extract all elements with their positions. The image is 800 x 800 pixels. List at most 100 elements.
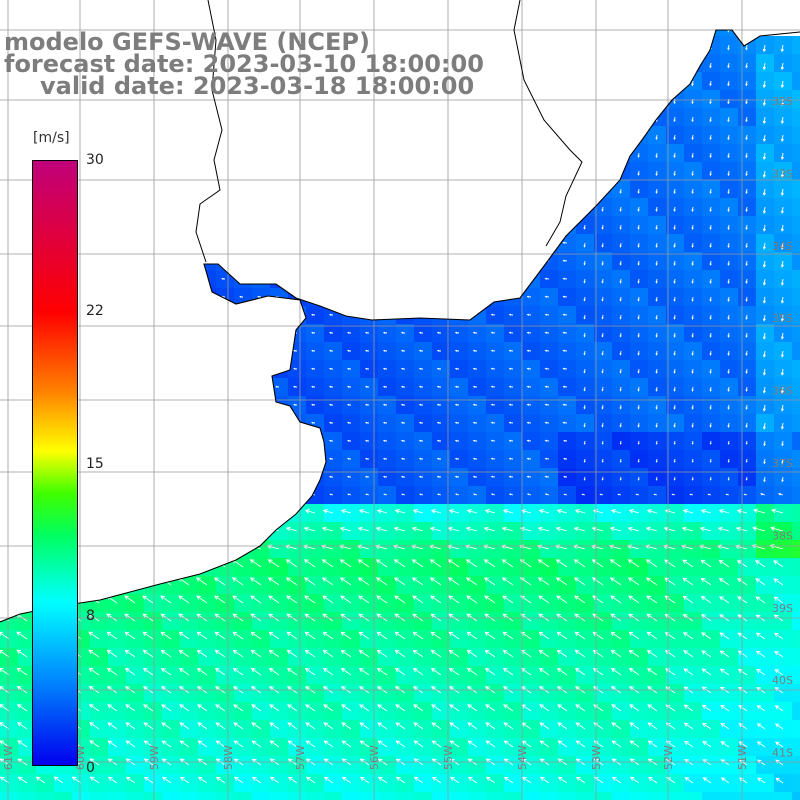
wind-arrow bbox=[762, 386, 766, 394]
wind-arrow bbox=[637, 440, 640, 445]
wind-arrow bbox=[395, 704, 406, 712]
wind-arrow bbox=[303, 559, 316, 568]
wind-arrow bbox=[544, 277, 550, 280]
wind-arrow bbox=[583, 386, 586, 392]
wind-arrow bbox=[762, 80, 766, 89]
wind-arrow bbox=[755, 596, 766, 604]
wind-arrow bbox=[771, 508, 784, 514]
wind-arrow bbox=[323, 740, 334, 748]
wind-arrow bbox=[581, 493, 586, 496]
wind-arrow bbox=[490, 331, 496, 334]
wind-arrow bbox=[745, 44, 748, 51]
wind-arrow bbox=[418, 439, 424, 442]
wind-arrow bbox=[745, 404, 748, 410]
wind-cell bbox=[792, 162, 800, 180]
wind-arrow bbox=[601, 386, 604, 392]
wind-arrow bbox=[700, 559, 712, 568]
wind-arrow bbox=[628, 595, 640, 604]
wind-arrow bbox=[358, 649, 370, 658]
wind-cell bbox=[378, 792, 396, 800]
wind-arrow bbox=[393, 526, 406, 532]
wind-arrow bbox=[619, 476, 622, 481]
wind-arrow bbox=[304, 631, 316, 640]
wind-arrow bbox=[755, 632, 766, 640]
wind-arrow bbox=[544, 493, 550, 496]
wind-cell bbox=[342, 792, 360, 800]
wind-cell bbox=[162, 792, 180, 800]
wind-arrow bbox=[215, 776, 226, 784]
colorbar-tick: 30 bbox=[86, 152, 104, 168]
wind-arrow bbox=[727, 458, 730, 463]
wind-arrow bbox=[544, 349, 550, 352]
wind-arrow bbox=[520, 631, 532, 640]
wind-arrow bbox=[673, 386, 676, 392]
wind-arrow bbox=[646, 577, 658, 586]
wind-arrow bbox=[285, 526, 298, 532]
wind-cell bbox=[792, 702, 800, 720]
wind-arrow bbox=[340, 631, 352, 640]
wind-arrow bbox=[628, 509, 640, 514]
wind-arrow bbox=[583, 314, 586, 320]
wind-cell bbox=[792, 72, 800, 90]
wind-arrow bbox=[431, 776, 442, 784]
wind-arrow bbox=[583, 350, 586, 356]
wind-arrow bbox=[780, 44, 784, 53]
wind-cell bbox=[792, 144, 800, 162]
wind-arrow bbox=[563, 439, 568, 442]
wind-arrow bbox=[727, 116, 730, 123]
wind-arrow bbox=[213, 577, 226, 586]
wind-arrow bbox=[681, 526, 694, 532]
wind-cell bbox=[234, 792, 252, 800]
wind-cell bbox=[702, 792, 720, 800]
wind-arrow bbox=[267, 577, 280, 586]
wind-arrow bbox=[436, 403, 442, 406]
wind-arrow bbox=[691, 134, 694, 141]
wind-arrow bbox=[0, 649, 10, 658]
latitude-label: 36S bbox=[772, 385, 793, 398]
wind-arrow bbox=[544, 475, 550, 478]
wind-arrow bbox=[341, 722, 352, 730]
wind-arrow bbox=[322, 595, 334, 604]
wind-arrow bbox=[467, 776, 478, 784]
wind-arrow bbox=[429, 577, 442, 586]
wind-arrow bbox=[412, 595, 424, 604]
wind-arrow bbox=[780, 314, 784, 322]
wind-arrow bbox=[340, 509, 352, 514]
wind-arrow bbox=[268, 631, 280, 640]
wind-arrow bbox=[556, 667, 568, 676]
wind-arrow bbox=[377, 722, 388, 730]
wind-arrow bbox=[71, 776, 82, 784]
wind-arrow bbox=[701, 650, 712, 658]
wind-arrow bbox=[781, 458, 784, 465]
wind-cell bbox=[360, 792, 378, 800]
wind-arrow bbox=[544, 295, 550, 298]
latitude-labels: 32S 33S 34S 35S 36S 37S 38S 39S 40S 41S bbox=[772, 95, 793, 760]
wind-arrow bbox=[727, 80, 730, 87]
wind-arrow bbox=[287, 704, 298, 712]
wind-arrow bbox=[400, 403, 406, 406]
wind-arrow bbox=[521, 776, 532, 784]
wind-arrow bbox=[737, 650, 748, 658]
wind-cell bbox=[792, 558, 800, 576]
wind-arrow bbox=[727, 368, 730, 374]
wind-arrow bbox=[539, 722, 550, 730]
wind-arrow bbox=[364, 421, 370, 424]
latitude-label: 39S bbox=[772, 602, 793, 615]
wind-arrow bbox=[526, 385, 532, 388]
wind-arrow bbox=[780, 350, 784, 358]
wind-arrow bbox=[655, 350, 658, 356]
wind-arrow bbox=[490, 349, 496, 352]
wind-arrow bbox=[17, 740, 28, 748]
wind-arrow bbox=[683, 650, 694, 658]
forecast-date: forecast date: 2023-03-10 18:00:00 bbox=[4, 50, 484, 78]
wind-arrow bbox=[619, 314, 622, 320]
wind-arrow bbox=[196, 595, 208, 604]
wind-arrow bbox=[601, 278, 604, 284]
wind-arrow bbox=[413, 722, 424, 730]
wind-arrow bbox=[490, 457, 496, 460]
wind-arrow bbox=[762, 206, 766, 214]
wind-arrow bbox=[537, 559, 550, 568]
wind-cell bbox=[792, 630, 800, 648]
wind-arrow bbox=[89, 740, 100, 748]
